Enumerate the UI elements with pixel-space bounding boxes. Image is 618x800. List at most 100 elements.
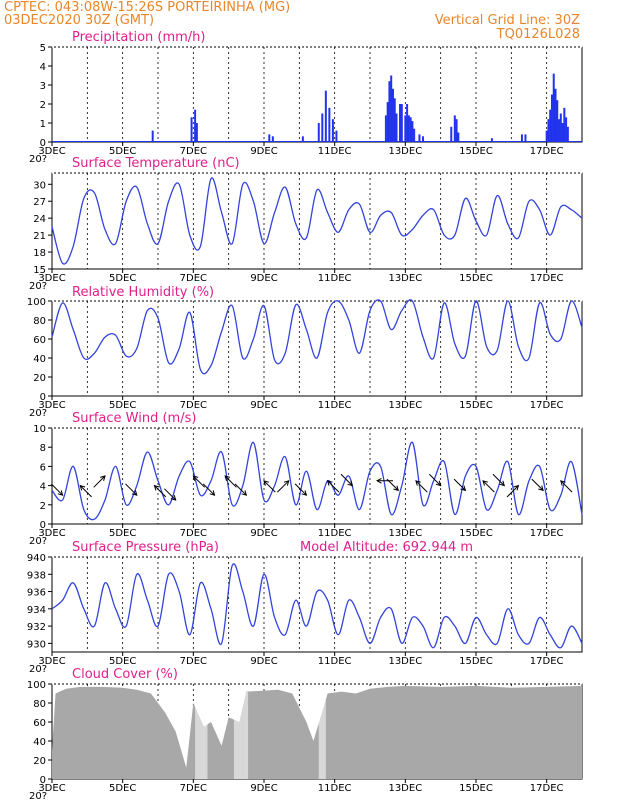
series-line-wind: [51, 441, 583, 521]
precip-bar: [271, 136, 274, 142]
wind-arrow: [340, 473, 353, 486]
y-tick-label: 3: [40, 81, 46, 92]
precip-bar: [520, 134, 523, 142]
header-model: TQ0126L028: [496, 27, 580, 42]
wind-arrow-head: [376, 477, 382, 484]
wind-arrow-head: [283, 480, 290, 486]
header-station: CPTEC: 043:08W-15:26S PORTEIRINHA (MG): [4, 0, 291, 15]
precip-bar: [563, 107, 566, 142]
x-tick-label: 17DEC: [530, 273, 564, 284]
x-tick-clipped: 20?: [29, 154, 47, 165]
precip-bar: [561, 123, 564, 142]
panel-frame-temp: [51, 172, 583, 270]
x-tick-label: 15DEC: [459, 146, 493, 157]
precip-bar: [490, 138, 493, 142]
precip-bar: [404, 115, 407, 142]
wind-arrow: [386, 478, 399, 491]
y-tick-label: 5: [40, 43, 46, 54]
x-tick-label: 9DEC: [250, 783, 277, 794]
y-tick-label: 40: [33, 354, 46, 365]
precip-bar: [324, 90, 327, 142]
x-tick-label: 17DEC: [530, 400, 564, 411]
wind-arrow: [531, 478, 544, 491]
x-tick-label: 7DEC: [180, 273, 207, 284]
cloud-gap: [233, 692, 243, 779]
x-tick-label: 15DEC: [459, 273, 493, 284]
x-tick-label: 3DEC: [38, 146, 65, 157]
x-tick-label: 13DEC: [388, 528, 422, 539]
x-tick-label: 5DEC: [109, 273, 136, 284]
y-tick-label: 934: [27, 605, 46, 616]
x-tick-label: 5DEC: [109, 656, 136, 667]
x-tick-label: 3DEC: [38, 528, 65, 539]
wind-arrow-head: [79, 484, 86, 491]
precip-bar: [406, 104, 409, 142]
wind-arrow: [163, 488, 177, 501]
y-tick-label: 4: [40, 482, 46, 493]
precip-bar: [195, 123, 198, 142]
wind-arrow-head: [513, 484, 520, 491]
precip-bar: [317, 123, 320, 142]
x-tick-label: 11DEC: [318, 656, 352, 667]
precip-bar: [395, 113, 398, 142]
y-tick-label: 930: [27, 639, 46, 650]
panel-title-cloud: Cloud Cover (%): [72, 667, 178, 682]
precip-bar: [386, 102, 389, 142]
wind-arrow: [294, 483, 307, 496]
precip-bar: [554, 88, 557, 142]
wind-arrow-head: [415, 480, 421, 486]
x-tick-label: 11DEC: [318, 146, 352, 157]
header-grid-line: Vertical Grid Line: 30Z: [434, 13, 580, 28]
y-tick-label: 100: [27, 297, 46, 308]
y-tick-label: 0: [40, 138, 46, 149]
x-tick-label: 11DEC: [318, 528, 352, 539]
wind-arrow-head: [100, 475, 106, 481]
x-tick-label: 17DEC: [530, 783, 564, 794]
x-tick-label: 9DEC: [250, 273, 277, 284]
precip-bar: [422, 136, 424, 142]
precip-bar: [524, 134, 527, 142]
wind-arrow: [50, 483, 63, 496]
precip-bar: [407, 115, 410, 142]
y-tick-label: 60: [33, 718, 46, 729]
y-tick-label: 40: [33, 737, 46, 748]
y-tick-label: 2: [40, 100, 46, 111]
series-line-rh: [51, 299, 583, 375]
header-date: 03DEC2020 30Z (GMT): [4, 13, 155, 28]
x-tick-label: 7DEC: [180, 146, 207, 157]
wind-arrow: [415, 480, 428, 493]
x-tick-clipped: 20?: [29, 408, 47, 419]
x-tick-label: 7DEC: [180, 656, 207, 667]
wind-arrow-head: [263, 480, 269, 486]
y-tick-label: 20: [33, 373, 46, 384]
panel-title-temp: Surface Temperature (nC): [72, 156, 240, 171]
wind-arrow-head: [209, 490, 216, 496]
precip-bar: [453, 115, 456, 142]
precip-bar: [335, 130, 338, 142]
x-tick-label: 7DEC: [180, 400, 207, 411]
x-tick-label: 3DEC: [38, 273, 65, 284]
x-tick-label: 9DEC: [250, 146, 277, 157]
wind-arrow: [202, 483, 215, 496]
cloud-area: [52, 685, 582, 779]
precip-bar: [384, 115, 387, 142]
panel-subtitle-pres: Model Altitude: 692.944 m: [300, 540, 473, 555]
x-tick-label: 11DEC: [318, 400, 352, 411]
wind-arrow: [224, 475, 237, 488]
y-tick-label: 8: [40, 443, 46, 454]
y-tick-label: 0: [40, 520, 46, 531]
x-tick-label: 9DEC: [250, 400, 277, 411]
wind-arrow-head: [560, 480, 566, 486]
wind-arrow-head: [57, 490, 64, 496]
y-tick-label: 4: [40, 62, 46, 73]
wind-arrow-head: [326, 480, 333, 486]
wind-arrow: [327, 480, 340, 493]
panel-frame-pres: [51, 556, 583, 653]
wind-arrow: [79, 485, 92, 498]
precip-bar: [556, 100, 559, 142]
panel-title-rh: Relative Humidity (%): [72, 285, 214, 300]
x-tick-label: 5DEC: [109, 528, 136, 539]
x-tick-label: 11DEC: [318, 783, 352, 794]
panel-title-wind: Surface Wind (m/s): [72, 411, 196, 426]
y-tick-label: 6: [40, 462, 46, 473]
